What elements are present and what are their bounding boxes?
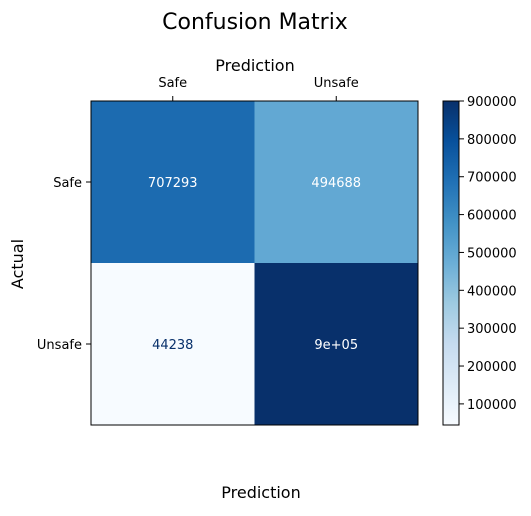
colorbar-tick-label: 800000 — [467, 133, 517, 148]
cell-value-label: 44238 — [152, 338, 193, 353]
cell-value-label: 707293 — [148, 176, 198, 191]
colorbar — [442, 100, 460, 426]
y-axis-title: Actual — [8, 239, 27, 289]
cell-value-label: 494688 — [311, 176, 361, 191]
y-axis-ticks: Safe Unsafe — [37, 176, 91, 353]
heatmap-cell-labels: 707293 494688 44238 9e+05 — [148, 176, 361, 353]
chart-title: Confusion Matrix — [162, 10, 348, 35]
colorbar-tick-label: 600000 — [467, 209, 517, 224]
top-axis-title: Prediction — [215, 56, 294, 75]
colorbar-tick-label: 400000 — [467, 284, 517, 299]
heatmap-cell — [91, 263, 255, 426]
colorbar-tick-label: 200000 — [467, 360, 517, 375]
x-axis-title: Prediction — [221, 483, 300, 502]
x-tick-label: Unsafe — [314, 76, 359, 91]
cell-value-label: 9e+05 — [314, 338, 358, 353]
x-tick-label: Safe — [158, 76, 187, 91]
y-tick-label: Safe — [53, 176, 82, 191]
heatmap-cell — [91, 101, 255, 264]
x-axis-ticks: Safe Unsafe — [158, 76, 359, 101]
y-tick-label: Unsafe — [37, 338, 82, 353]
colorbar-tick-label: 100000 — [467, 398, 517, 413]
heatmap-cell — [254, 101, 419, 264]
colorbar-tick-label: 300000 — [467, 322, 517, 337]
colorbar-ticks: 100000 200000 300000 400000 500000 600000 7000… — [459, 95, 517, 413]
colorbar-tick-label: 500000 — [467, 246, 517, 261]
colorbar-tick-label: 900000 — [467, 95, 517, 110]
colorbar-tick-label: 700000 — [467, 171, 517, 186]
heatmap-cell — [254, 263, 419, 426]
plot-frame — [90, 100, 419, 426]
heatmap-cells — [91, 101, 419, 426]
